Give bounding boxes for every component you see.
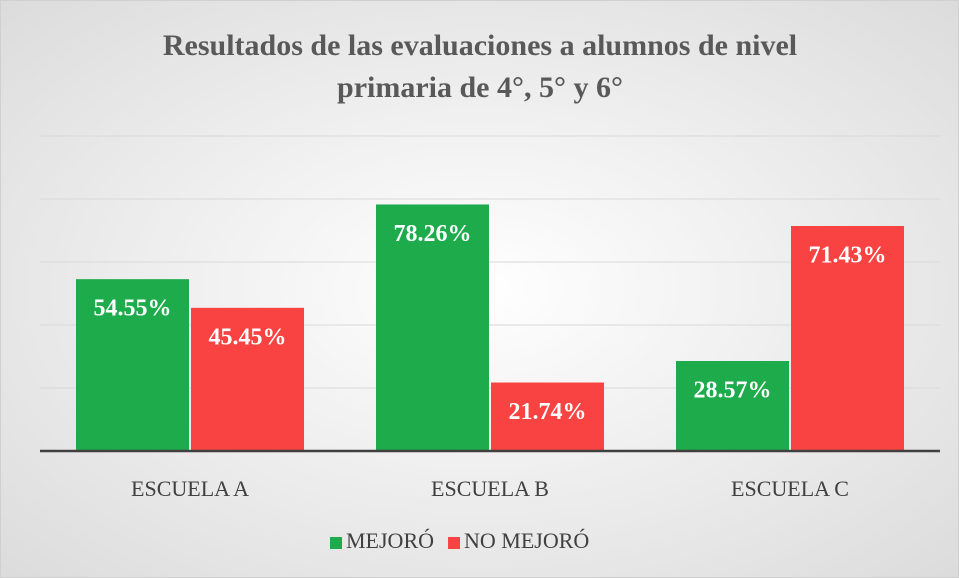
bar bbox=[676, 361, 789, 451]
data-label: 45.45% bbox=[209, 324, 287, 350]
legend-label: MEJORÓ bbox=[346, 528, 434, 553]
bar bbox=[76, 279, 189, 451]
legend-swatch bbox=[448, 537, 461, 549]
data-label: 21.74% bbox=[509, 399, 587, 425]
legend-label: NO MEJORÓ bbox=[464, 528, 589, 553]
legend-swatch bbox=[330, 537, 342, 549]
bar bbox=[376, 204, 489, 451]
chart-title: primaria de 4°, 5° y 6° bbox=[337, 71, 623, 104]
data-label: 54.55% bbox=[94, 296, 172, 322]
x-tick-label: ESCUELA C bbox=[731, 476, 849, 501]
bar bbox=[491, 382, 604, 451]
data-label: 78.26% bbox=[394, 221, 472, 247]
data-label: 28.57% bbox=[694, 378, 772, 404]
x-tick-label: ESCUELA A bbox=[131, 476, 249, 501]
bar bbox=[191, 307, 304, 451]
x-tick-label: ESCUELA B bbox=[431, 476, 549, 501]
data-label: 71.43% bbox=[809, 242, 887, 268]
bar bbox=[791, 225, 904, 451]
chart-title: Resultados de las evaluaciones a alumnos… bbox=[163, 29, 797, 62]
